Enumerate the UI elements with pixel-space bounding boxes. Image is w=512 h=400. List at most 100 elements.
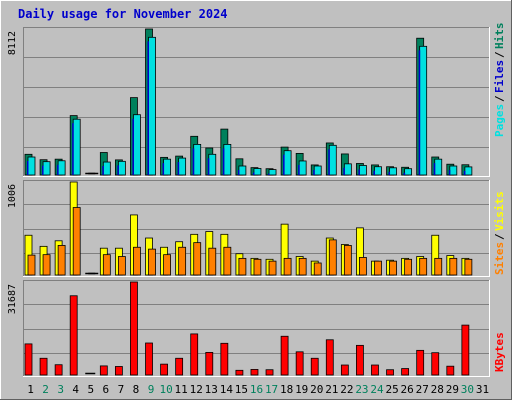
bar-sites-24: [374, 260, 382, 276]
bar-sites-25: [389, 260, 397, 276]
bar-kbytes-9: [145, 342, 153, 376]
bar-sites-26: [404, 258, 413, 276]
x-tick-label-3: 3: [57, 383, 64, 396]
bar-sites-29: [449, 257, 458, 276]
bar-sites-27: [419, 257, 428, 276]
bar-sites-4: [72, 207, 81, 276]
bar-kbytes-30: [461, 324, 470, 376]
panel-kbytes-bg: [23, 280, 490, 377]
bar-files-edge-29: [448, 170, 451, 175]
x-tick-label-8: 8: [133, 383, 140, 396]
bar-sites-3: [57, 245, 66, 276]
bar-files-16: [253, 168, 262, 176]
bar-files-28: [434, 158, 443, 176]
legend-pages: Pages: [493, 104, 506, 137]
bar-files-edge-10: [162, 163, 165, 175]
bar-sites-16: [253, 258, 262, 276]
bar-sites-14: [223, 246, 232, 276]
bar-files-edge-4: [72, 123, 74, 175]
legend-separator: /: [493, 233, 506, 240]
bar-sites-1: [27, 254, 36, 276]
x-tick-label-1: 1: [27, 383, 34, 396]
bar-kbytes-27: [416, 349, 425, 376]
bar-files-edge-23: [358, 169, 360, 175]
bar-files-8: [133, 114, 141, 176]
bar-sites-30: [464, 258, 473, 276]
bar-files-17: [268, 169, 277, 176]
y-max-label: 31687: [7, 284, 18, 314]
bar-files-edge-2: [42, 165, 44, 175]
x-tick-label-6: 6: [103, 383, 110, 396]
bar-files-22: [343, 163, 352, 176]
x-tick-label-26: 26: [401, 383, 414, 396]
bar-files-edge-1: [27, 161, 29, 175]
bar-files-edge-9: [147, 41, 150, 175]
x-tick-label-7: 7: [118, 383, 125, 396]
x-tick-label-18: 18: [280, 383, 293, 396]
bar-kbytes-16: [250, 369, 259, 376]
bar-kbytes-14: [220, 342, 229, 376]
bar-files-12: [193, 144, 202, 176]
bar-kbytes-23: [356, 344, 364, 376]
x-tick-label-24: 24: [370, 383, 384, 396]
bar-files-edge-7: [117, 165, 119, 175]
y-max-label: 1006: [7, 184, 18, 208]
bar-kbytes-21: [325, 339, 334, 376]
bar-sites-22: [343, 245, 352, 276]
bar-sites-7: [117, 256, 126, 276]
bar-files-edge-11: [177, 162, 180, 175]
bar-files-1: [27, 156, 36, 176]
bar-kbytes-19: [295, 351, 304, 376]
x-tick-label-29: 29: [446, 383, 459, 396]
bar-files-24: [374, 166, 382, 176]
y-max-label: 8112: [7, 31, 18, 55]
bar-files-edge-13: [207, 158, 210, 175]
bar-sites-11: [178, 246, 187, 276]
bar-kbytes-20: [310, 357, 319, 376]
bar-files-edge-6: [102, 166, 104, 175]
chart-title: Daily usage for November 2024: [18, 7, 228, 21]
bar-files-edge-24: [373, 170, 375, 175]
bar-kbytes-15: [235, 369, 244, 376]
bar-files-11: [178, 157, 187, 176]
bar-sites-13: [208, 247, 217, 276]
bar-sites-20: [313, 262, 322, 276]
bar-files-edge-27: [418, 50, 421, 175]
bar-files-edge-28: [433, 163, 436, 175]
x-tick-label-4: 4: [72, 383, 79, 396]
x-tick-label-10: 10: [159, 383, 172, 396]
bar-kbytes-26: [401, 368, 410, 376]
bar-kbytes-7: [114, 366, 123, 376]
bar-kbytes-13: [205, 352, 214, 376]
bar-sites-8: [133, 246, 141, 276]
bar-files-23: [359, 165, 367, 176]
bar-files-edge-18: [283, 154, 285, 175]
x-tick-label-9: 9: [148, 383, 155, 396]
bar-files-6: [102, 161, 111, 176]
x-tick-label-11: 11: [175, 383, 188, 396]
legend-files: Files: [493, 60, 506, 93]
bar-kbytes-6: [99, 365, 108, 376]
x-tick-label-27: 27: [416, 383, 429, 396]
bar-kbytes-18: [280, 335, 289, 376]
bar-files-25: [389, 167, 397, 176]
legend-separator: /: [493, 95, 506, 102]
x-tick-label-22: 22: [340, 383, 353, 396]
bar-files-14: [223, 144, 232, 176]
legend-hits: Hits: [493, 23, 506, 50]
bar-files-edge-25: [388, 171, 391, 175]
bar-kbytes-12: [190, 333, 199, 376]
bar-sites-17: [268, 260, 277, 276]
bar-files-edge-30: [463, 170, 466, 175]
bar-files-edge-17: [268, 173, 270, 175]
x-tick-label-21: 21: [325, 383, 338, 396]
bar-files-edge-12: [192, 148, 195, 175]
bar-kbytes-10: [160, 363, 168, 376]
bar-sites-10: [163, 254, 171, 276]
legend-visits: Visits: [493, 191, 506, 231]
bar-files-30: [464, 166, 473, 176]
bar-files-edge-15: [237, 170, 240, 175]
bar-kbytes-8: [130, 281, 138, 376]
bar-sites-21: [328, 239, 337, 276]
